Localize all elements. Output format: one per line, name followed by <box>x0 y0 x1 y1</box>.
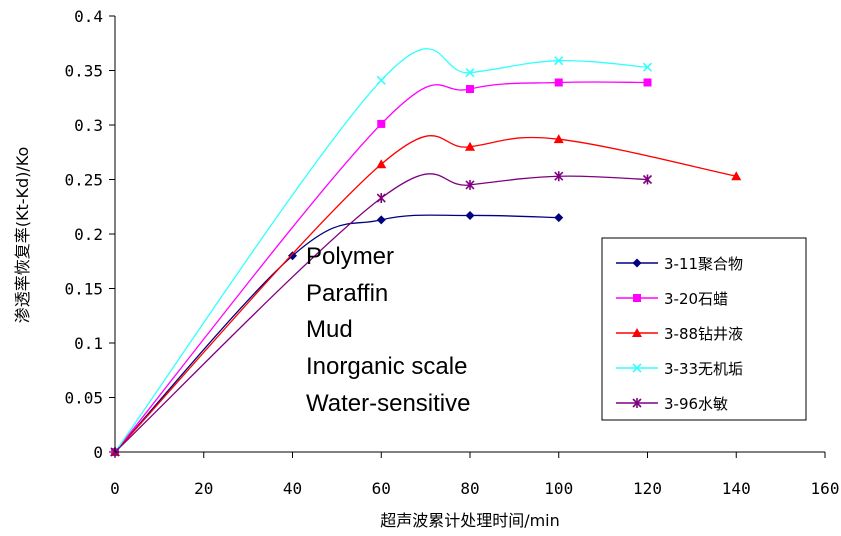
annotation-text: Paraffin <box>306 280 388 307</box>
x-axis-label: 超声波累计处理时间/min <box>380 511 560 530</box>
data-point <box>554 213 564 223</box>
annotation-text: Water-sensitive <box>306 390 470 417</box>
legend-label: 3-20石蜡 <box>664 290 728 308</box>
data-point <box>465 68 475 78</box>
y-tick-label: 0.3 <box>74 116 103 135</box>
axes <box>114 16 825 453</box>
series-layer <box>110 48 742 457</box>
legend-label: 3-88钻井液 <box>664 325 743 343</box>
data-point <box>465 141 475 151</box>
series-line <box>114 214 559 453</box>
legend-item: 3-96水敏 <box>616 395 728 413</box>
x-tick-label: 100 <box>544 479 573 498</box>
legend-item: 3-33无机垢 <box>616 360 743 378</box>
data-point <box>633 294 641 302</box>
annotation-text: Mud <box>306 316 353 343</box>
x-tick-label: 80 <box>460 479 479 498</box>
series-line <box>114 173 648 453</box>
data-point <box>553 134 564 144</box>
legend-label: 3-96水敏 <box>664 395 728 413</box>
y-axis-ticks: 0 0.05 0.1 0.15 0.2 0.25 0.3 0.35 0.4 <box>64 7 115 462</box>
data-point <box>642 174 653 185</box>
x-tick-label: 0 <box>110 479 120 498</box>
y-tick-label: 0.15 <box>64 280 103 299</box>
data-point <box>554 171 564 182</box>
data-point <box>643 78 652 87</box>
y-tick-label: 0.1 <box>74 334 103 353</box>
data-point <box>632 398 642 408</box>
series-line <box>114 135 737 453</box>
data-point <box>632 363 642 373</box>
y-tick-label: 0 <box>93 443 103 462</box>
legend: 3-11聚合物 3-20石蜡 3-88钻井液 3-33无机垢 3-96水敏 <box>601 237 807 421</box>
series-line <box>114 48 648 453</box>
data-point <box>288 251 297 261</box>
series-line <box>114 81 648 453</box>
data-point <box>731 171 742 181</box>
legend-label: 3-33无机垢 <box>664 360 743 378</box>
data-point <box>632 328 642 337</box>
data-point <box>377 119 386 128</box>
y-tick-label: 0.2 <box>74 225 103 244</box>
y-tick-label: 0.35 <box>64 62 103 81</box>
data-point <box>376 159 387 169</box>
data-point <box>376 75 386 85</box>
legend-label: 3-11聚合物 <box>664 255 743 273</box>
y-axis-label: 渗透率恢复率(Kt-Kd)/Ko <box>13 147 32 324</box>
data-point <box>466 85 474 94</box>
data-point <box>465 179 475 190</box>
x-tick-label: 160 <box>811 479 840 498</box>
data-point <box>632 258 642 268</box>
data-point <box>554 78 563 87</box>
x-tick-label: 140 <box>722 479 751 498</box>
annotation-text: Inorganic scale <box>306 353 467 380</box>
data-point <box>642 62 653 72</box>
data-point <box>554 56 564 66</box>
legend-box <box>601 237 807 421</box>
x-tick-label: 120 <box>633 479 662 498</box>
y-tick-label: 0.4 <box>74 7 103 26</box>
annotation-text: Polymer <box>306 243 394 270</box>
legend-item: 3-88钻井液 <box>616 325 743 343</box>
data-point <box>376 193 386 204</box>
x-tick-label: 20 <box>194 479 213 498</box>
x-tick-label: 40 <box>283 479 302 498</box>
x-axis-ticks: 0 20 40 60 80 100 120 140 160 <box>110 452 839 498</box>
data-point <box>376 215 386 225</box>
annotations: Polymer Paraffin Mud Inorganic scale Water-s… <box>306 243 470 417</box>
legend-item: 3-20石蜡 <box>616 290 728 308</box>
y-tick-label: 0.25 <box>64 171 103 190</box>
legend-item: 3-11聚合物 <box>616 255 743 273</box>
series-triangle <box>110 134 742 456</box>
data-point <box>465 210 475 220</box>
y-tick-label: 0.05 <box>64 389 103 408</box>
x-tick-label: 60 <box>372 479 391 498</box>
